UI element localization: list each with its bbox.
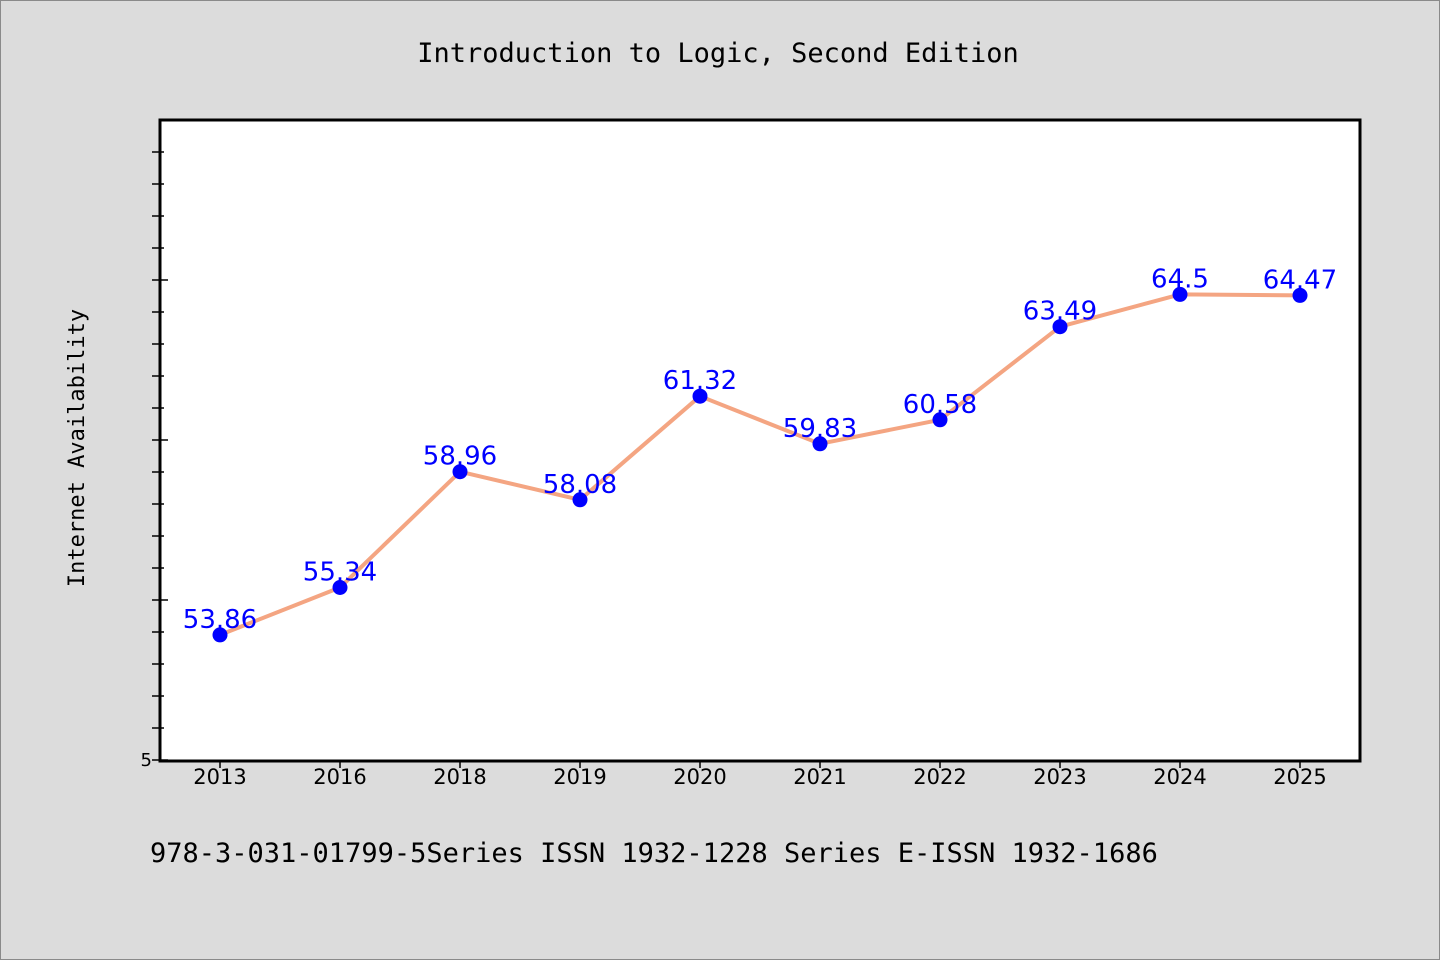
x-axis-ticks bbox=[219, 760, 1301, 768]
plot-area bbox=[158, 118, 1362, 763]
data-labels: 53.86 55.34 58.96 58.08 61.32 59.83 60.58 63.49… bbox=[183, 264, 1337, 635]
footer-text: 978-3-031-01799-5Series ISSN 1932-1228 S… bbox=[150, 838, 1158, 869]
data-label: 53.86 bbox=[183, 605, 257, 635]
data-label: 58.96 bbox=[423, 442, 497, 472]
x-tick-label: 2018 bbox=[433, 765, 486, 789]
x-tick-label: 2021 bbox=[793, 765, 846, 789]
data-point bbox=[1292, 287, 1308, 303]
data-point bbox=[332, 580, 348, 595]
data-label: 63.49 bbox=[1023, 297, 1097, 327]
data-point bbox=[932, 412, 948, 428]
data-point bbox=[812, 436, 828, 452]
y-tick-label: 5 bbox=[141, 750, 152, 771]
y-axis-ticks bbox=[152, 151, 168, 761]
data-point bbox=[1052, 319, 1068, 335]
data-label: 64.47 bbox=[1263, 265, 1337, 295]
chart-title: Introduction to Logic, Second Edition bbox=[417, 38, 1018, 69]
data-point bbox=[1172, 286, 1188, 302]
data-label: 60.58 bbox=[903, 390, 977, 420]
data-point bbox=[572, 492, 588, 508]
data-label: 59.83 bbox=[783, 414, 857, 444]
data-label: 61.32 bbox=[663, 366, 737, 396]
x-tick-label: 2019 bbox=[553, 765, 606, 789]
data-label: 55.34 bbox=[303, 558, 377, 588]
y-axis-label: Internet Availability bbox=[65, 309, 90, 587]
data-point bbox=[452, 464, 468, 480]
series-line bbox=[219, 292, 1301, 637]
x-axis-tick-labels: 2013 2016 2018 2019 2020 2021 2022 2023 2024 2025 bbox=[193, 765, 1326, 789]
data-markers bbox=[212, 286, 1308, 643]
x-tick-label: 2025 bbox=[1273, 765, 1326, 789]
data-point bbox=[692, 388, 708, 404]
x-tick-label: 2016 bbox=[313, 765, 366, 789]
x-tick-label: 2024 bbox=[1153, 765, 1206, 789]
x-tick-label: 2013 bbox=[193, 765, 246, 789]
data-label: 58.08 bbox=[543, 470, 617, 500]
x-tick-label: 2022 bbox=[913, 765, 966, 789]
data-point bbox=[212, 627, 228, 643]
x-tick-label: 2023 bbox=[1033, 765, 1086, 789]
data-label: 64.5 bbox=[1151, 264, 1209, 294]
x-tick-label: 2020 bbox=[673, 765, 726, 789]
